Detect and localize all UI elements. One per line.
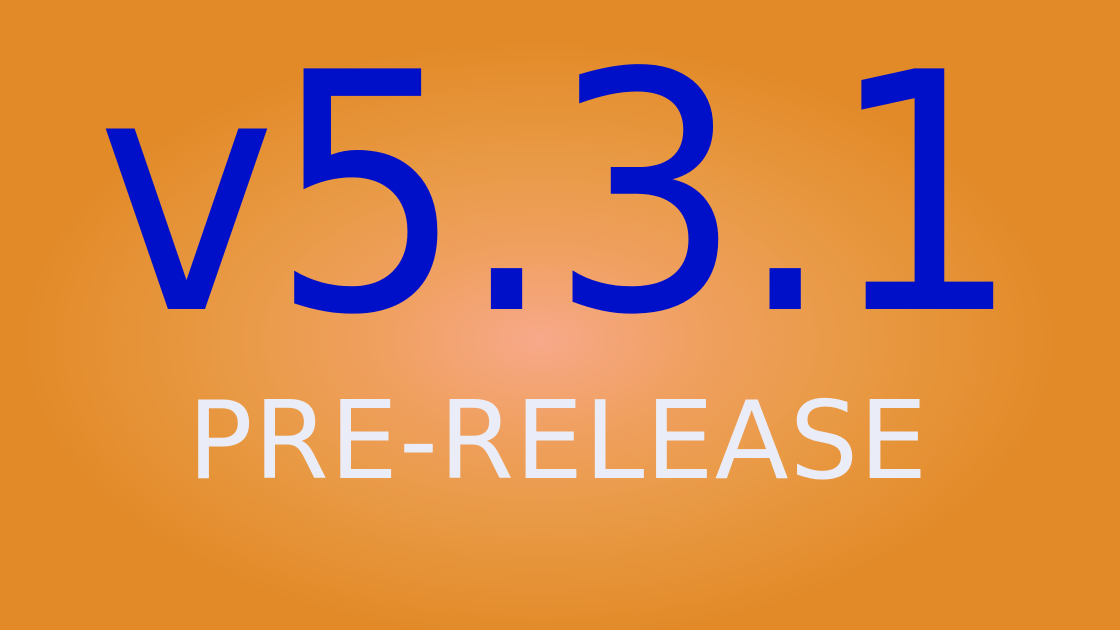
version-number: v5.3.1 [96,3,1022,387]
pre-release-label: PRE-RELEASE [187,379,929,504]
